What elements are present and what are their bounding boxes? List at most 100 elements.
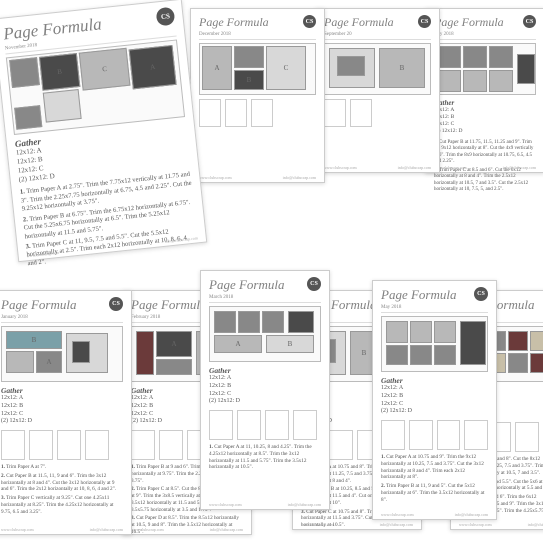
page-march: Page FormulaMarch 2018CS AB Gather12x12:… bbox=[200, 270, 330, 510]
footer-right: info@clubscrap.com bbox=[283, 175, 316, 180]
layout-block bbox=[288, 311, 314, 333]
layout-block: A bbox=[156, 331, 192, 357]
footer-left: www.clubscrap.com bbox=[301, 522, 334, 527]
gather-list: 12x12: A12x12: B12x12: C(2) 12x12: D bbox=[381, 385, 488, 416]
layout-block bbox=[386, 321, 408, 343]
step-item: 2. Trim Paper B at 11, 9 and 5". Cut the… bbox=[381, 483, 488, 503]
step-item: 3. Cut Paper D at 8.5". Trim the 8.5x12 … bbox=[131, 515, 243, 535]
gather-item: 12x12: B bbox=[381, 393, 488, 401]
layout-block bbox=[460, 321, 486, 365]
footer-right: info@clubscrap.com bbox=[380, 522, 413, 527]
gather-title: Gather bbox=[1, 386, 123, 395]
gather-item: (2) 12x12: D bbox=[381, 408, 488, 416]
layout-block bbox=[517, 54, 535, 84]
brand-logo: CS bbox=[418, 15, 431, 28]
layout-block bbox=[234, 46, 264, 68]
page-may: Page FormulaMay 2018CS Gather12x12: A12x… bbox=[372, 280, 497, 520]
layout-block: B bbox=[266, 335, 314, 353]
layout-block bbox=[463, 70, 487, 92]
gather-item: 12x12: B bbox=[209, 383, 321, 391]
brand-logo: CS bbox=[307, 277, 321, 291]
layout-block bbox=[214, 311, 236, 333]
step-item: 1. Cut Paper A at 11, 10.25, 8 and 4.25"… bbox=[209, 444, 321, 471]
layout-block bbox=[463, 46, 487, 68]
step-item: 2. Trim Paper C at 8.5 and 6". Cut the 6… bbox=[434, 168, 536, 194]
footer-right: info@clubscrap.com bbox=[398, 165, 431, 170]
cut-diagrams bbox=[1, 430, 123, 460]
cut-diagrams bbox=[199, 99, 316, 129]
layout-block: C bbox=[266, 46, 306, 90]
gather-item: 12x12: A bbox=[381, 385, 488, 393]
cut-diagrams bbox=[324, 99, 431, 129]
layout-block bbox=[386, 345, 408, 365]
page-title: Page Formula bbox=[209, 277, 284, 293]
gather-item: 12x12: A bbox=[1, 395, 123, 403]
gather-item: 12x12: A bbox=[209, 375, 321, 383]
layout-diagram bbox=[434, 43, 536, 95]
gather-item: 12x12: B bbox=[434, 114, 536, 121]
steps-list: 1. Trim Paper A at 7".2. Cut Paper B at … bbox=[1, 464, 123, 515]
page-date: December 2018 bbox=[199, 32, 269, 37]
footer-right: info@clubscrap.com bbox=[90, 527, 123, 532]
footer-right: info@clubscrap.com bbox=[210, 527, 243, 532]
gather-item: 12x12: B bbox=[1, 403, 123, 411]
layout-block: C bbox=[79, 48, 131, 91]
layout-block: A bbox=[36, 351, 62, 373]
layout-block: B bbox=[234, 70, 264, 90]
brand-logo: CS bbox=[303, 15, 316, 28]
gather-item: (2) 12x12: D bbox=[434, 128, 536, 135]
footer-left: www.clubscrap.com bbox=[209, 502, 242, 507]
layout-block bbox=[262, 311, 284, 333]
layout-block: A bbox=[202, 46, 232, 90]
layout-diagram: AB bbox=[324, 43, 431, 95]
footer-left: www.clubscrap.com bbox=[131, 527, 164, 532]
gather-title: Gather bbox=[209, 366, 321, 375]
footer-left: www.clubscrap.com bbox=[1, 527, 34, 532]
layout-block: B bbox=[39, 53, 80, 91]
step-item: 1. Cut Paper B at 11.75, 11.5, 11.25 and… bbox=[434, 140, 536, 166]
steps-list: 1. Cut Paper A at 10.75 and 9". Trim the… bbox=[381, 454, 488, 503]
layout-block bbox=[238, 311, 260, 333]
gather-list: 10x12: A12x12: B12x12: C(2) 12x12: D bbox=[434, 107, 536, 136]
brand-logo: CS bbox=[523, 15, 536, 28]
gather-list: 12x12: A12x12: B12x12: C(2) 12x12: D bbox=[1, 395, 123, 426]
layout-diagram: AB bbox=[209, 306, 321, 362]
step-item: 3. Trim Paper C vertically at 9.25". Cut… bbox=[1, 495, 123, 515]
page-title: Page Formula bbox=[324, 15, 394, 30]
layout-block: A bbox=[214, 335, 262, 353]
page-january: Page FormulaJanuary 2018CS BAC Gather12x… bbox=[0, 290, 132, 535]
layout-diagram: ACB bbox=[199, 43, 316, 95]
page-date: January 2018 bbox=[1, 315, 76, 320]
page-july: Page FormulaJuly 2018CS Gather10x12: A12… bbox=[425, 8, 543, 173]
gather-item: 10x12: A bbox=[434, 107, 536, 114]
footer-left: www.clubscrap.com bbox=[199, 175, 232, 180]
layout-block bbox=[489, 70, 513, 92]
gather-item: (2) 12x12: D bbox=[1, 418, 123, 426]
gather-item: (2) 12x12: D bbox=[209, 398, 321, 406]
gather-title: Gather bbox=[434, 99, 536, 107]
steps-list: 1. Cut Paper A at 11, 10.25, 8 and 4.25"… bbox=[209, 444, 321, 471]
layout-block bbox=[6, 351, 34, 373]
layout-block bbox=[410, 321, 432, 343]
layout-diagram bbox=[381, 316, 488, 372]
layout-block bbox=[434, 345, 456, 365]
cut-diagrams bbox=[381, 420, 488, 450]
layout-block: B bbox=[379, 48, 425, 88]
brand-logo: CS bbox=[156, 7, 176, 27]
layout-block bbox=[437, 46, 461, 68]
gather-list: 12x12: A12x12: B12x12: C(2) 12x12: D bbox=[209, 375, 321, 406]
layout-block bbox=[337, 56, 365, 76]
brand-logo: CS bbox=[109, 297, 123, 311]
layout-block bbox=[489, 46, 513, 68]
layout-block: B bbox=[6, 331, 62, 349]
cut-diagrams bbox=[209, 410, 321, 440]
step-item: 1. Cut Paper A at 10.75 and 9". Trim the… bbox=[381, 454, 488, 481]
layout-block bbox=[530, 331, 543, 351]
layout-diagram: BCA bbox=[6, 39, 185, 135]
page-title: Page Formula bbox=[1, 297, 76, 313]
layout-block bbox=[136, 331, 154, 375]
layout-block bbox=[14, 105, 42, 130]
layout-block bbox=[437, 70, 461, 92]
layout-block bbox=[434, 321, 456, 343]
page-september: Page FormulaSeptember 20CS AB www.clubsc… bbox=[315, 8, 440, 173]
